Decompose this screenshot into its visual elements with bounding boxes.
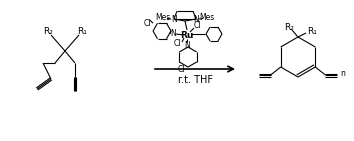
Text: Cl: Cl	[143, 18, 151, 27]
Text: Mes: Mes	[155, 14, 171, 23]
Text: N: N	[184, 40, 190, 49]
Text: Cl: Cl	[177, 64, 185, 73]
Text: R₂: R₂	[43, 27, 53, 36]
Text: Cl: Cl	[193, 21, 201, 30]
Text: Ru: Ru	[180, 30, 194, 39]
Text: Mes: Mes	[199, 14, 215, 23]
Text: N: N	[170, 29, 176, 38]
Text: N: N	[193, 15, 199, 24]
Text: R₁: R₁	[307, 27, 317, 36]
Text: r.t. THF: r.t. THF	[177, 75, 212, 85]
Text: R₂: R₂	[284, 23, 294, 31]
Text: Cl: Cl	[173, 39, 181, 49]
Text: n: n	[340, 69, 345, 78]
Text: R₁: R₁	[77, 27, 87, 36]
Text: N: N	[171, 15, 177, 24]
